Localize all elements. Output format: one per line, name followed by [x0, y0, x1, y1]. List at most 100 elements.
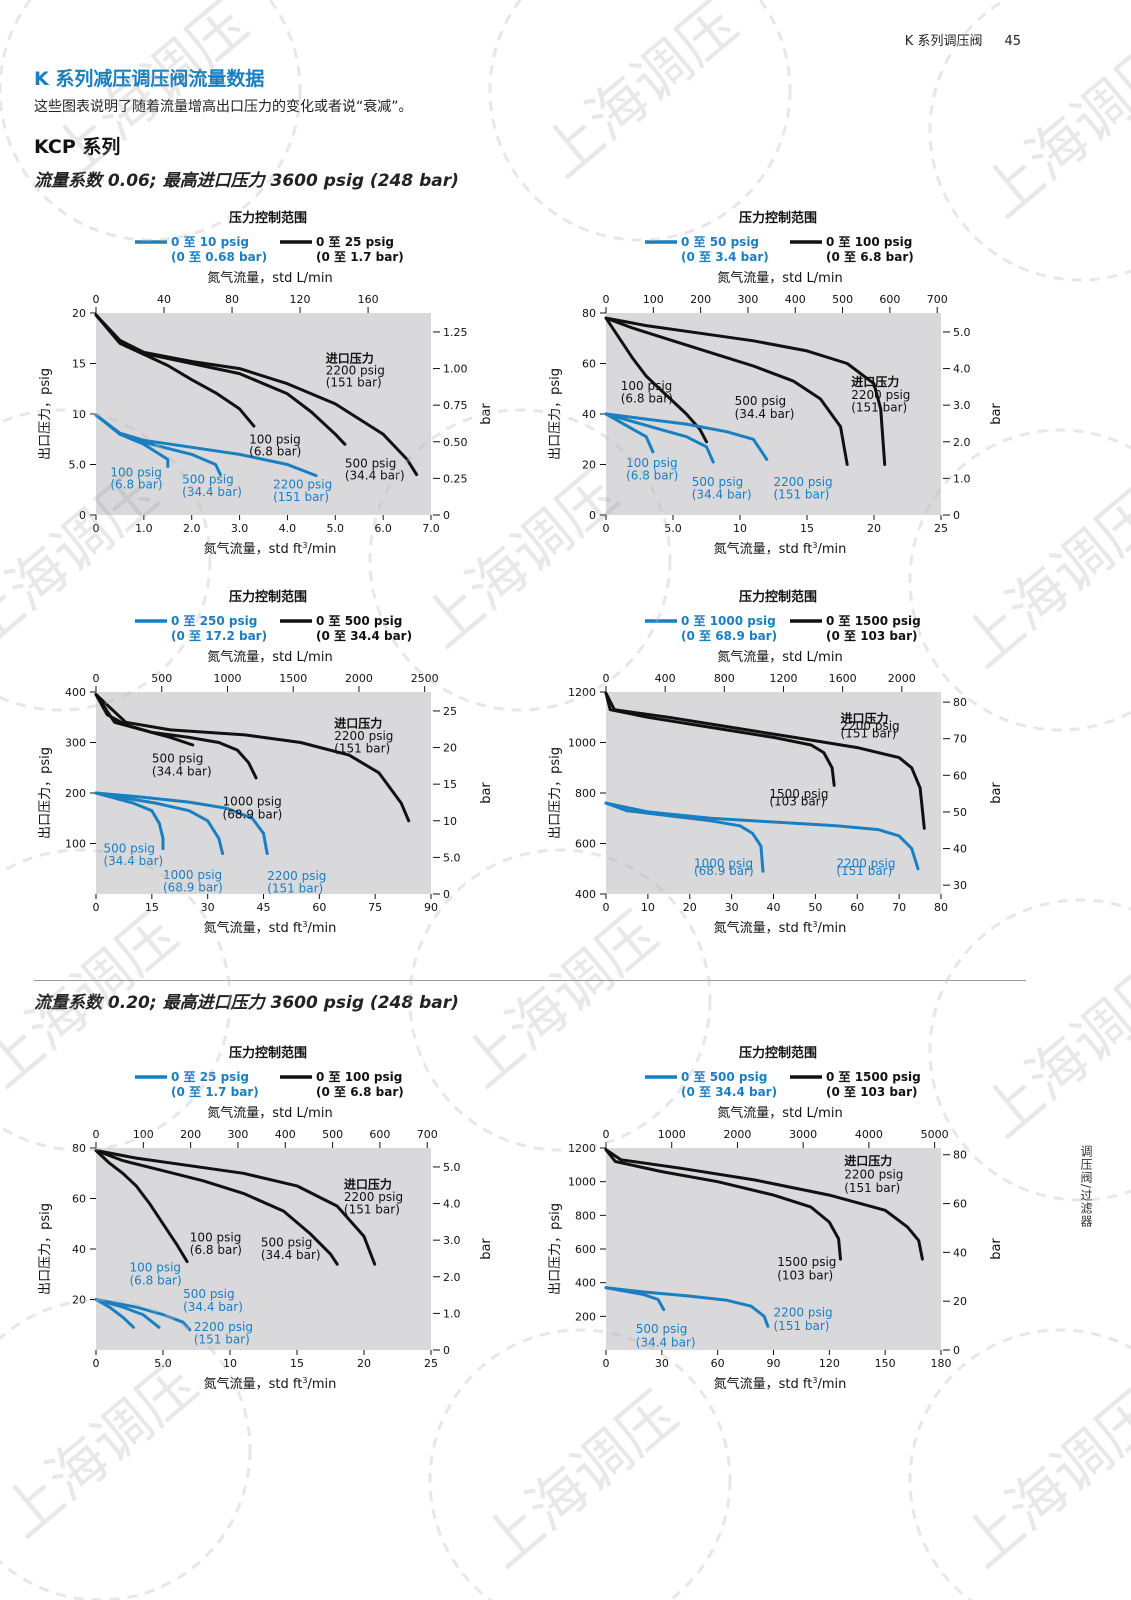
- top-tick-label: 800: [714, 672, 735, 685]
- curve-label: 2200 psig: [774, 1305, 833, 1319]
- y-tick-label: 800: [575, 787, 596, 800]
- x-tick-label: 60: [312, 901, 326, 914]
- x-tick-label: 30: [655, 1357, 669, 1370]
- curve-label: 进口压力: [851, 374, 899, 389]
- x-tick-label: 120: [819, 1357, 840, 1370]
- top-tick-label: 3000: [789, 1128, 817, 1141]
- y2-tick-label: 60: [953, 769, 967, 782]
- x-tick-label: 20: [683, 901, 697, 914]
- legend-label: (0 至 103 bar): [826, 1085, 918, 1099]
- series-line: [94, 1149, 377, 1266]
- curve-label: (151 bar): [267, 881, 323, 895]
- top-tick-label: 600: [879, 293, 900, 306]
- x-tick-label: 0: [603, 522, 610, 535]
- y-tick-label: 1200: [568, 686, 596, 699]
- curve-label: 500 psig: [182, 473, 234, 487]
- legend-title: 压力控制范围: [739, 1045, 817, 1061]
- curve-label: 进口压力: [844, 1153, 892, 1168]
- x-tick-label: 6.0: [374, 522, 392, 535]
- top-tick-label: 120: [290, 293, 311, 306]
- curve-label: 进口压力: [334, 715, 382, 730]
- top-tick-label: 0: [603, 672, 610, 685]
- y-tick-label: 400: [65, 686, 86, 699]
- y2-tick-label: 80: [953, 696, 967, 709]
- series-title: KCP 系列: [34, 136, 121, 158]
- series-line: [94, 1298, 192, 1332]
- legend-label: (0 至 34.4 bar): [316, 629, 412, 643]
- legend-title: 压力控制范围: [229, 1045, 307, 1061]
- top-axis-label: 氮气流量，std L/min: [207, 270, 332, 286]
- top-tick-label: 2000: [345, 672, 373, 685]
- y-tick-label: 1000: [568, 1176, 596, 1189]
- series-line: [604, 801, 920, 871]
- y2-tick-label: 1.0: [443, 1307, 461, 1320]
- curve-label: (151 bar): [273, 490, 329, 504]
- top-tick-label: 0: [603, 293, 610, 306]
- y2-axis-label: bar: [989, 1238, 1004, 1260]
- legend-title: 压力控制范围: [739, 589, 817, 605]
- series-line: [604, 1148, 924, 1261]
- y2-tick-label: 0.25: [443, 472, 468, 485]
- x-tick-label: 10: [223, 1357, 237, 1370]
- y2-tick-label: 60: [953, 1198, 967, 1211]
- y2-axis-label: bar: [479, 1238, 494, 1260]
- condition-heading-2: 流量系数 0.20; 最高进口压力 3600 psig (248 bar): [34, 993, 459, 1013]
- y-axis-label: 出口压力，psig: [548, 747, 563, 839]
- x-tick-label: 60: [711, 1357, 725, 1370]
- chart-kcp-006-high: 压力控制范围 0 至 250 psig(0 至 17.2 bar) 0 至 500 …: [38, 589, 494, 936]
- y-tick-label: 40: [72, 1243, 86, 1256]
- y2-tick-label: 50: [953, 806, 967, 819]
- x-tick-label: 0: [603, 1357, 610, 1370]
- y-tick-label: 1000: [568, 737, 596, 750]
- top-tick-label: 0: [603, 1128, 610, 1141]
- legend-title: 压力控制范围: [229, 589, 307, 605]
- x-tick-label: 20: [357, 1357, 371, 1370]
- x-tick-label: 0: [603, 901, 610, 914]
- y2-tick-label: 4.0: [443, 1198, 461, 1211]
- curve-label: 500 psig: [261, 1235, 313, 1249]
- top-tick-label: 200: [180, 1128, 201, 1141]
- legend-label: (0 至 68.9 bar): [681, 629, 777, 643]
- legend-title: 压力控制范围: [229, 210, 307, 226]
- curve-label: 2200 psig: [267, 869, 326, 883]
- x-tick-label: 25: [934, 522, 948, 535]
- y-tick-label: 800: [575, 1209, 596, 1222]
- y2-tick-label: 3.0: [443, 1234, 461, 1247]
- curve-label: (151 bar): [326, 376, 382, 390]
- curve-label: 2200 psig: [774, 475, 833, 489]
- top-tick-label: 160: [358, 293, 379, 306]
- y2-tick-label: 4.0: [953, 363, 971, 376]
- x-tick-label: 75: [368, 901, 382, 914]
- x-axis-label: 氮气流量，std ft3/min: [204, 1376, 337, 1392]
- top-tick-label: 300: [227, 1128, 248, 1141]
- curve-label: (151 bar): [851, 400, 907, 414]
- legend-label: (0 至 0.68 bar): [171, 250, 267, 264]
- y2-tick-label: 2.0: [443, 1271, 461, 1284]
- series-line: [604, 412, 655, 454]
- y-tick-label: 100: [65, 838, 86, 851]
- legend-label: (0 至 6.8 bar): [826, 250, 914, 264]
- curve-label: 1000 psig: [223, 795, 282, 809]
- y2-tick-label: 1.25: [443, 326, 468, 339]
- x-tick-label: 15: [290, 1357, 304, 1370]
- x-tick-label: 20: [867, 522, 881, 535]
- curve-label: (103 bar): [769, 795, 825, 809]
- curve-label: 2200 psig: [334, 729, 393, 743]
- curve-label: (6.8 bar): [110, 478, 162, 492]
- legend-label: 0 至 500 psig: [681, 1070, 767, 1084]
- y2-tick-label: 1.0: [953, 472, 971, 485]
- x-axis-label: 氮气流量，std ft3/min: [204, 920, 337, 936]
- series-line: [604, 1286, 770, 1328]
- curve-label: 100 psig: [249, 432, 301, 446]
- y2-tick-label: 0: [443, 509, 450, 522]
- y-tick-label: 60: [582, 358, 596, 371]
- curve-label: (34.4 bar): [261, 1248, 321, 1262]
- x-tick-label: 10: [733, 522, 747, 535]
- top-tick-label: 100: [133, 1128, 154, 1141]
- series-line: [604, 1148, 842, 1261]
- curve-label: (151 bar): [774, 1319, 830, 1333]
- legend-label: 0 至 50 psig: [681, 235, 759, 249]
- x-tick-label: 1.0: [135, 522, 153, 535]
- chart-kcp-006-mid: 压力控制范围 0 至 50 psig(0 至 3.4 bar) 0 至 100 ps…: [548, 210, 1004, 557]
- legend-label: (0 至 1.7 bar): [171, 1085, 259, 1099]
